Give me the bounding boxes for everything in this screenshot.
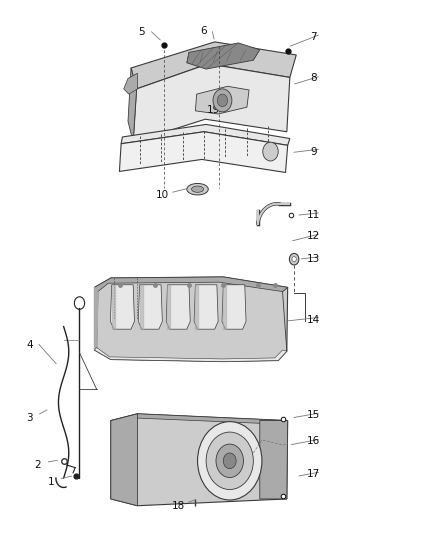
Text: 15: 15 — [307, 410, 320, 421]
Polygon shape — [124, 73, 138, 94]
Polygon shape — [195, 285, 198, 329]
Polygon shape — [111, 414, 138, 506]
Text: 7: 7 — [310, 31, 317, 42]
Text: 6: 6 — [201, 27, 207, 36]
Polygon shape — [111, 414, 288, 506]
Polygon shape — [95, 277, 288, 292]
Polygon shape — [111, 414, 288, 424]
Circle shape — [223, 453, 236, 469]
Text: 13: 13 — [307, 254, 320, 264]
Polygon shape — [120, 132, 288, 173]
Polygon shape — [223, 285, 226, 329]
Text: 1: 1 — [47, 477, 54, 487]
Text: 9: 9 — [310, 147, 317, 157]
Polygon shape — [195, 86, 249, 114]
Text: 3: 3 — [26, 413, 32, 423]
Circle shape — [263, 142, 278, 161]
Text: 11: 11 — [307, 211, 320, 220]
Circle shape — [292, 256, 296, 262]
Circle shape — [206, 432, 253, 489]
Text: 2: 2 — [35, 460, 41, 470]
Polygon shape — [138, 285, 162, 329]
Polygon shape — [133, 64, 290, 142]
Text: 8: 8 — [310, 74, 317, 84]
Ellipse shape — [187, 183, 208, 195]
Ellipse shape — [191, 186, 204, 192]
Polygon shape — [131, 42, 296, 89]
Text: 16: 16 — [307, 437, 320, 447]
Text: 10: 10 — [156, 190, 169, 200]
Circle shape — [216, 444, 244, 478]
Polygon shape — [140, 285, 143, 329]
Circle shape — [198, 422, 262, 500]
Text: 18: 18 — [172, 500, 185, 511]
Polygon shape — [194, 285, 218, 329]
Polygon shape — [110, 285, 134, 329]
Polygon shape — [121, 124, 290, 146]
Text: 5: 5 — [138, 28, 145, 37]
Circle shape — [217, 94, 228, 107]
Text: 12: 12 — [307, 231, 320, 241]
Text: 14: 14 — [307, 315, 320, 325]
Polygon shape — [95, 348, 287, 361]
Polygon shape — [128, 68, 137, 142]
Polygon shape — [95, 287, 98, 350]
Circle shape — [213, 89, 232, 112]
Polygon shape — [112, 285, 115, 329]
Text: 17: 17 — [307, 470, 320, 479]
Polygon shape — [260, 421, 288, 499]
Text: 4: 4 — [26, 340, 32, 350]
Polygon shape — [167, 285, 170, 329]
Polygon shape — [166, 285, 190, 329]
Polygon shape — [187, 43, 260, 69]
Polygon shape — [222, 285, 246, 329]
Polygon shape — [95, 277, 288, 361]
Circle shape — [290, 254, 299, 265]
Text: 19: 19 — [207, 105, 220, 115]
